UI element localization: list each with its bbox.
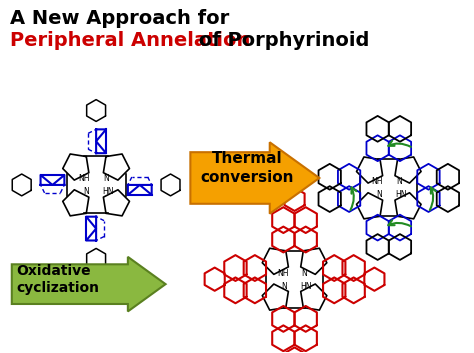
Text: NH: NH [79, 174, 90, 184]
Text: HN: HN [301, 282, 312, 291]
Text: A New Approach for: A New Approach for [10, 9, 229, 28]
Text: N: N [376, 190, 382, 199]
Text: N: N [83, 187, 89, 196]
Text: N: N [301, 269, 307, 278]
Text: N: N [103, 174, 109, 184]
Text: Oxidative
cyclization: Oxidative cyclization [17, 264, 100, 295]
FancyArrow shape [191, 142, 319, 214]
Text: NH: NH [277, 269, 288, 278]
Text: of Porphyrinoid: of Porphyrinoid [192, 31, 370, 50]
Text: HN: HN [395, 190, 406, 199]
Text: N: N [282, 282, 288, 291]
Text: Peripheral Annelation: Peripheral Annelation [10, 31, 250, 50]
Text: N: N [396, 178, 401, 186]
Text: NH: NH [371, 178, 383, 186]
Text: HN: HN [102, 187, 114, 196]
FancyArrow shape [12, 257, 165, 311]
Text: Thermal
conversion: Thermal conversion [200, 151, 294, 185]
